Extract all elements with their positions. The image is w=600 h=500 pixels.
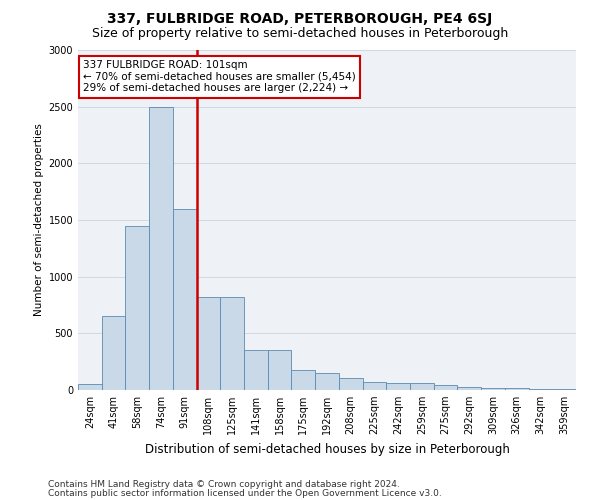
Bar [386,382,410,390]
Bar [78,384,102,390]
Bar [102,316,125,390]
Text: Distribution of semi-detached houses by size in Peterborough: Distribution of semi-detached houses by … [145,442,509,456]
Bar [220,297,244,390]
Bar [481,388,505,390]
Bar [315,373,339,390]
Text: Contains public sector information licensed under the Open Government Licence v3: Contains public sector information licen… [48,489,442,498]
Bar [149,106,173,390]
Bar [173,208,197,390]
Bar [410,383,434,390]
Bar [434,386,457,390]
Bar [268,350,292,390]
Bar [125,226,149,390]
Text: Size of property relative to semi-detached houses in Peterborough: Size of property relative to semi-detach… [92,28,508,40]
Bar [244,350,268,390]
Bar [457,386,481,390]
Text: 337, FULBRIDGE ROAD, PETERBOROUGH, PE4 6SJ: 337, FULBRIDGE ROAD, PETERBOROUGH, PE4 6… [107,12,493,26]
Bar [552,389,576,390]
Text: Contains HM Land Registry data © Crown copyright and database right 2024.: Contains HM Land Registry data © Crown c… [48,480,400,489]
Bar [362,382,386,390]
Y-axis label: Number of semi-detached properties: Number of semi-detached properties [34,124,44,316]
Text: 337 FULBRIDGE ROAD: 101sqm
← 70% of semi-detached houses are smaller (5,454)
29%: 337 FULBRIDGE ROAD: 101sqm ← 70% of semi… [83,60,356,94]
Bar [529,389,552,390]
Bar [505,388,529,390]
Bar [339,378,362,390]
Bar [197,297,220,390]
Bar [292,370,315,390]
